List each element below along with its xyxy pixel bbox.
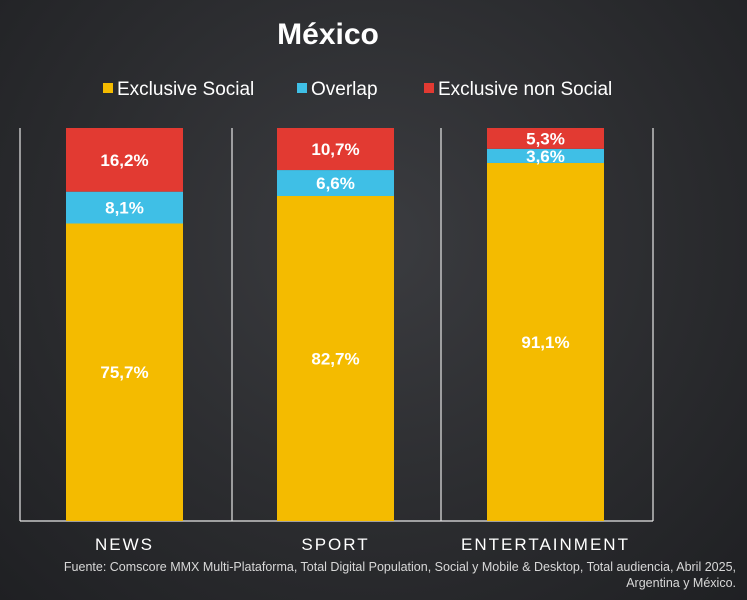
data-label-sport-1: 6,6% <box>316 174 355 193</box>
data-label-entertainment-2: 5,3% <box>526 129 565 148</box>
data-label-entertainment-0: 91,1% <box>521 333 569 352</box>
bar-sport-0 <box>277 195 394 521</box>
category-labels: NEWS SPORT ENTERTAINMENT <box>95 535 630 554</box>
data-label-sport-2: 10,7% <box>311 140 359 159</box>
data-label-news-2: 16,2% <box>100 151 148 170</box>
source-note-line-2: Argentina y México. <box>626 576 736 590</box>
bar-entertainment-0 <box>487 162 604 522</box>
data-label-news-0: 75,7% <box>100 363 148 382</box>
bar-entertainment-2 <box>487 128 604 149</box>
data-label-entertainment-1: 3,6% <box>526 147 565 166</box>
bar-news-2 <box>66 128 183 192</box>
legend-swatch-1 <box>297 83 307 93</box>
category-label-sport: SPORT <box>301 535 369 554</box>
bar-news-0 <box>66 223 183 521</box>
legend-swatch-2 <box>424 83 434 93</box>
category-label-news: NEWS <box>95 535 154 554</box>
bar-sport-2 <box>277 128 394 171</box>
data-label-sport-0: 82,7% <box>311 349 359 368</box>
source-note-line-1: Fuente: Comscore MMX Multi-Plataforma, T… <box>64 560 736 574</box>
legend-swatch-0 <box>103 83 113 93</box>
bar-entertainment-1 <box>487 148 604 163</box>
legend: Exclusive Social Overlap Exclusive non Soc… <box>103 79 612 100</box>
category-label-entertainment: ENTERTAINMENT <box>461 535 630 554</box>
bar-news-1 <box>66 191 183 224</box>
legend-label-0: Exclusive Social <box>117 79 254 100</box>
legend-label-2: Exclusive non Social <box>438 79 612 100</box>
chart-title: México <box>277 18 379 51</box>
data-label-news-1: 8,1% <box>105 199 144 218</box>
bars: 75,7% 8,1% 16,2% 82,7% 6,6% 10,7% 91,1% 3,6%5,3… <box>66 128 604 522</box>
bar-sport-1 <box>277 170 394 196</box>
legend-label-1: Overlap <box>311 79 378 100</box>
